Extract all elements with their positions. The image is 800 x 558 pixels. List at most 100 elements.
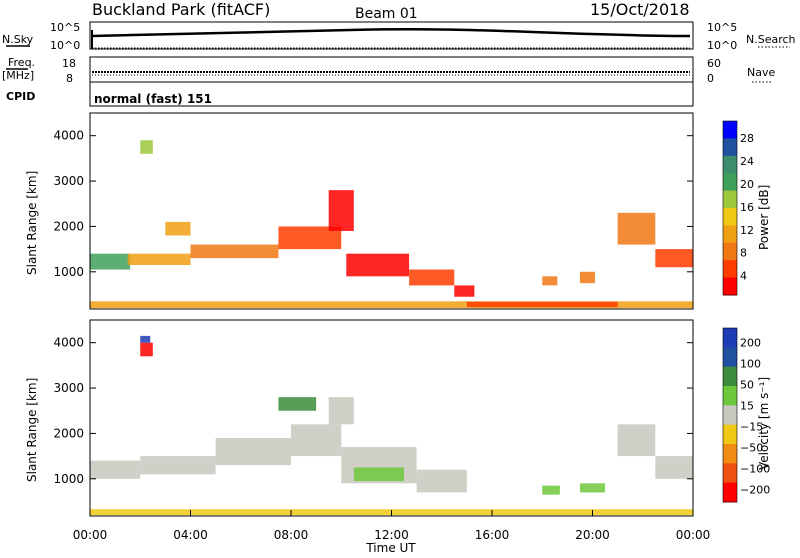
nave-label: Nave (747, 66, 775, 79)
nsky-panel: N.Sky 10^5 10^0 10^5 10^0 N.Search (2, 21, 796, 52)
nsearch-label: N.Search (746, 33, 796, 46)
velocity-ytick-label-2: 3000 (53, 381, 84, 395)
velocity-colorbar-swatch-6 (723, 444, 737, 464)
power-panel: 1000 2000 3000 4000 Slant Range [km] 4 8 12 16… (25, 112, 771, 310)
power-echo-region-12 (90, 301, 693, 309)
power-echo-region-14 (140, 140, 153, 154)
power-colorbar-swatch-8 (723, 260, 737, 279)
power-colorbar-swatch-6 (723, 225, 737, 244)
velocity-echo-region-8 (542, 485, 560, 495)
velocity-ytick-label-1: 2000 (53, 426, 84, 440)
power-colorbar-swatch-7 (723, 242, 737, 261)
power-echo-region-7 (454, 285, 475, 297)
velocity-ylabel: Slant Range [km] (25, 378, 39, 482)
power-echo-region-6 (409, 269, 455, 286)
power-ytick-label-2: 3000 (53, 174, 84, 188)
time-axis-label: Time UT (365, 541, 416, 554)
station-title: Buckland Park (fitACF) (92, 0, 270, 19)
velocity-colorbar-swatch-0 (723, 328, 737, 348)
power-echo-region-0 (90, 253, 131, 270)
xtick-label-1: 04:00 (173, 528, 208, 542)
nsky-tick-high: 10^5 (50, 21, 80, 34)
velocity-echo-region-11 (655, 456, 693, 479)
power-ytick-label-0: 1000 (53, 265, 84, 279)
date-title: 15/Oct/2018 (590, 0, 690, 19)
velocity-echo-region-10 (617, 424, 656, 457)
velocity-echo-region-13 (140, 342, 153, 357)
power-echo-region-2 (190, 244, 279, 259)
power-colorbar-tick-3: 16 (740, 201, 754, 214)
power-echo-region-15 (165, 221, 191, 236)
power-colorbar-tick-0: 4 (740, 270, 747, 283)
power-colorbar-swatch-5 (723, 208, 737, 226)
velocity-echo-region-6 (416, 469, 467, 493)
velocity-echo-region-7 (353, 467, 405, 482)
velocity-colorbar-tick-2: 50 (740, 379, 754, 392)
power-echo-region-11 (655, 249, 693, 268)
power-colorbar-swatch-4 (723, 190, 737, 209)
velocity-colorbar-tick-3: 15 (740, 400, 754, 413)
power-echo-region-9 (579, 271, 596, 284)
freq-unit: [MHz] (2, 69, 34, 82)
velocity-echo-region-15 (278, 397, 317, 411)
xtick-label-4: 16:00 (475, 528, 510, 542)
power-echo-region-4 (328, 190, 354, 231)
xtick-label-3: 12:00 (374, 528, 409, 542)
velocity-colorbar-swatch-4 (723, 405, 737, 426)
nsearch-tick-high: 10^5 (707, 21, 737, 34)
nave-tick-high: 60 (707, 57, 721, 70)
velocity-colorbar-tick-7: −200 (740, 483, 770, 496)
xtick-label-0: 00:00 (73, 528, 108, 542)
cpid-value: normal (fast) 151 (94, 92, 212, 106)
power-colorbar-tick-6: 28 (740, 132, 754, 145)
power-echo-region-3 (278, 226, 342, 250)
power-ylabel: Slant Range [km] (25, 171, 39, 275)
velocity-echo-region-4 (328, 397, 354, 425)
power-colorbar-swatch-2 (723, 155, 737, 174)
power-ytick-label-3: 4000 (53, 129, 84, 143)
xtick-label-2: 08:00 (274, 528, 309, 542)
velocity-echo-region-3 (291, 424, 342, 457)
velocity-colorbar-swatch-7 (723, 463, 737, 484)
power-colorbar-swatch-1 (723, 138, 737, 157)
freq-tick-high: 18 (62, 57, 76, 70)
velocity-colorbar-tick-4: −15 (740, 421, 763, 434)
velocity-colorbar-swatch-2 (723, 366, 737, 387)
power-echo-region-1 (127, 253, 191, 265)
nave-tick-low: 0 (707, 72, 714, 85)
velocity-panel: 1000 2000 3000 4000 Slant Range [km] 200 100… (25, 319, 771, 555)
velocity-echo-region-1 (140, 456, 216, 475)
velocity-colorbar-tick-1: 100 (740, 358, 761, 371)
power-ytick-label-1: 2000 (53, 219, 84, 233)
power-colorbar-swatch-3 (723, 173, 737, 192)
velocity-colorbar-tick-6: −100 (740, 462, 770, 475)
velocity-echo-region-0 (90, 460, 141, 479)
xtick-label-5: 20:00 (575, 528, 610, 542)
velocity-colorbar-tick-0: 200 (740, 337, 761, 350)
xtick-label-6: 00:00 (676, 528, 711, 542)
cpid-panel: CPID normal (fast) 151 (6, 81, 694, 107)
velocity-echo-region-9 (579, 483, 606, 493)
power-colorbar-tick-2: 12 (740, 224, 754, 237)
freq-panel: Freq. [MHz] 18 8 60 0 Nave (2, 56, 775, 85)
power-colorbar-tick-5: 24 (740, 155, 754, 168)
velocity-ytick-label-0: 1000 (53, 472, 84, 486)
freq-label: Freq. (8, 56, 35, 69)
power-echo-region-8 (542, 276, 558, 286)
velocity-echo-region-2 (215, 437, 291, 466)
velocity-colorbar-tick-5: −50 (740, 441, 763, 454)
nsearch-tick-low: 10^0 (707, 39, 737, 52)
velocity-ytick-label-3: 4000 (53, 336, 84, 350)
beam-title: Beam 01 (355, 6, 418, 22)
power-colorbar-tick-1: 8 (740, 247, 747, 260)
power-echo-region-5 (346, 253, 410, 277)
velocity-colorbar-swatch-1 (723, 347, 737, 368)
power-echo-region-10 (617, 212, 656, 245)
velocity-colorbar-swatch-5 (723, 424, 737, 445)
velocity-colorbar-swatch-3 (723, 386, 737, 406)
power-colorbar-label: Power [dB] (757, 185, 771, 250)
power-colorbar-swatch-0 (723, 121, 737, 139)
velocity-colorbar-label: Velocity [m s⁻¹] (757, 377, 771, 470)
nsky-label: N.Sky (2, 33, 34, 46)
